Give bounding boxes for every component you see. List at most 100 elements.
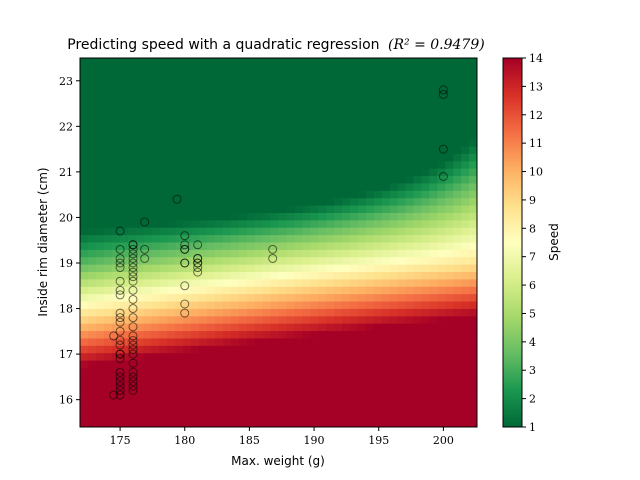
heatmap-cell (103, 190, 113, 199)
heatmap-cell (318, 360, 327, 369)
heatmap-cell (437, 301, 446, 310)
heatmap-cell (349, 242, 359, 251)
heatmap-cell (302, 419, 311, 427)
heatmap-cell (222, 367, 232, 376)
heatmap-cell (349, 205, 359, 214)
heatmap-cell (238, 353, 248, 362)
heatmap-cell (302, 205, 311, 214)
heatmap-cell (405, 220, 415, 229)
heatmap-cell (286, 176, 295, 185)
heatmap-cell (167, 397, 176, 406)
heatmap-cell (191, 212, 200, 221)
heatmap-cell (326, 205, 335, 214)
heatmap-cell (437, 242, 446, 251)
heatmap-cell (111, 198, 121, 207)
heatmap-cell (191, 124, 200, 133)
heatmap-cell (230, 58, 240, 66)
heatmap-cell (302, 183, 311, 192)
heatmap-cell (318, 94, 327, 103)
heatmap-cell (326, 323, 335, 332)
heatmap-cell (437, 102, 446, 111)
heatmap-cell (191, 316, 200, 325)
heatmap-cell (318, 264, 327, 273)
heatmap-cell (159, 109, 168, 118)
heatmap-cell (175, 146, 184, 155)
colorbar-tick-label: 1 (529, 421, 536, 434)
heatmap-cell (445, 94, 454, 103)
heatmap-cell (103, 168, 113, 177)
heatmap-cell (469, 58, 477, 66)
heatmap-cell (389, 80, 399, 89)
heatmap-cell (238, 382, 248, 391)
heatmap-cell (230, 176, 240, 185)
heatmap-cell (302, 257, 311, 266)
heatmap-cell (175, 94, 184, 103)
heatmap-cell (254, 212, 264, 221)
heatmap-cell (199, 279, 208, 288)
heatmap-cell (143, 205, 153, 214)
colorbar-tick-label: 12 (529, 109, 543, 122)
heatmap-cell (461, 338, 470, 347)
heatmap-cell (469, 131, 477, 140)
heatmap-cell (334, 249, 343, 258)
heatmap-cell (357, 102, 367, 111)
heatmap-cell (207, 87, 216, 96)
heatmap-cell (143, 308, 153, 317)
heatmap-cell (175, 58, 184, 66)
heatmap-cell (207, 153, 216, 162)
heatmap-cell (334, 331, 343, 340)
heatmap-cell (151, 109, 160, 118)
heatmap-cell (222, 257, 232, 266)
heatmap-cell (310, 286, 319, 295)
heatmap-cell (103, 176, 113, 185)
heatmap-cell (429, 190, 438, 199)
heatmap-cell (214, 316, 224, 325)
heatmap-cell (373, 308, 383, 317)
heatmap-cell (365, 109, 375, 118)
heatmap-cell (127, 146, 137, 155)
heatmap-cell (342, 124, 351, 133)
heatmap-cell (326, 331, 335, 340)
heatmap-cell (175, 242, 184, 251)
heatmap-cell (342, 117, 351, 126)
heatmap-cell (95, 198, 105, 207)
heatmap-cell (381, 146, 391, 155)
heatmap-cell (254, 65, 264, 74)
heatmap-cell (80, 124, 89, 133)
heatmap-cell (103, 117, 113, 126)
heatmap-cell (199, 390, 208, 399)
heatmap-cell (405, 390, 415, 399)
heatmap-cell (183, 412, 192, 421)
heatmap-cell (469, 117, 477, 126)
heatmap-cell (469, 124, 477, 133)
heatmap-cell (357, 367, 367, 376)
heatmap-cell (207, 308, 216, 317)
heatmap-cell (119, 124, 129, 133)
heatmap-cell (87, 397, 97, 406)
heatmap-cell (461, 286, 470, 295)
heatmap-cell (286, 272, 295, 280)
heatmap-cell (437, 323, 446, 332)
heatmap-cell (381, 117, 391, 126)
heatmap-cell (405, 294, 415, 303)
heatmap-cell (381, 168, 391, 177)
heatmap-cell (286, 220, 295, 229)
heatmap-cell (318, 212, 327, 221)
heatmap-cell (342, 235, 351, 244)
heatmap-cell (222, 131, 232, 140)
heatmap-cell (127, 102, 137, 111)
heatmap-cell (270, 80, 280, 89)
heatmap-cell (103, 279, 113, 288)
heatmap-cell (246, 367, 256, 376)
heatmap-cell (246, 419, 256, 427)
heatmap-cell (334, 183, 343, 192)
scatter-point (115, 263, 125, 273)
heatmap-cell (183, 375, 192, 384)
heatmap-cell (349, 109, 359, 118)
heatmap-cell (87, 58, 97, 66)
heatmap-cell (143, 360, 153, 369)
heatmap-cell (103, 294, 113, 303)
heatmap-cell (310, 404, 319, 413)
heatmap-cell (389, 102, 399, 111)
heatmap-cell (318, 286, 327, 295)
